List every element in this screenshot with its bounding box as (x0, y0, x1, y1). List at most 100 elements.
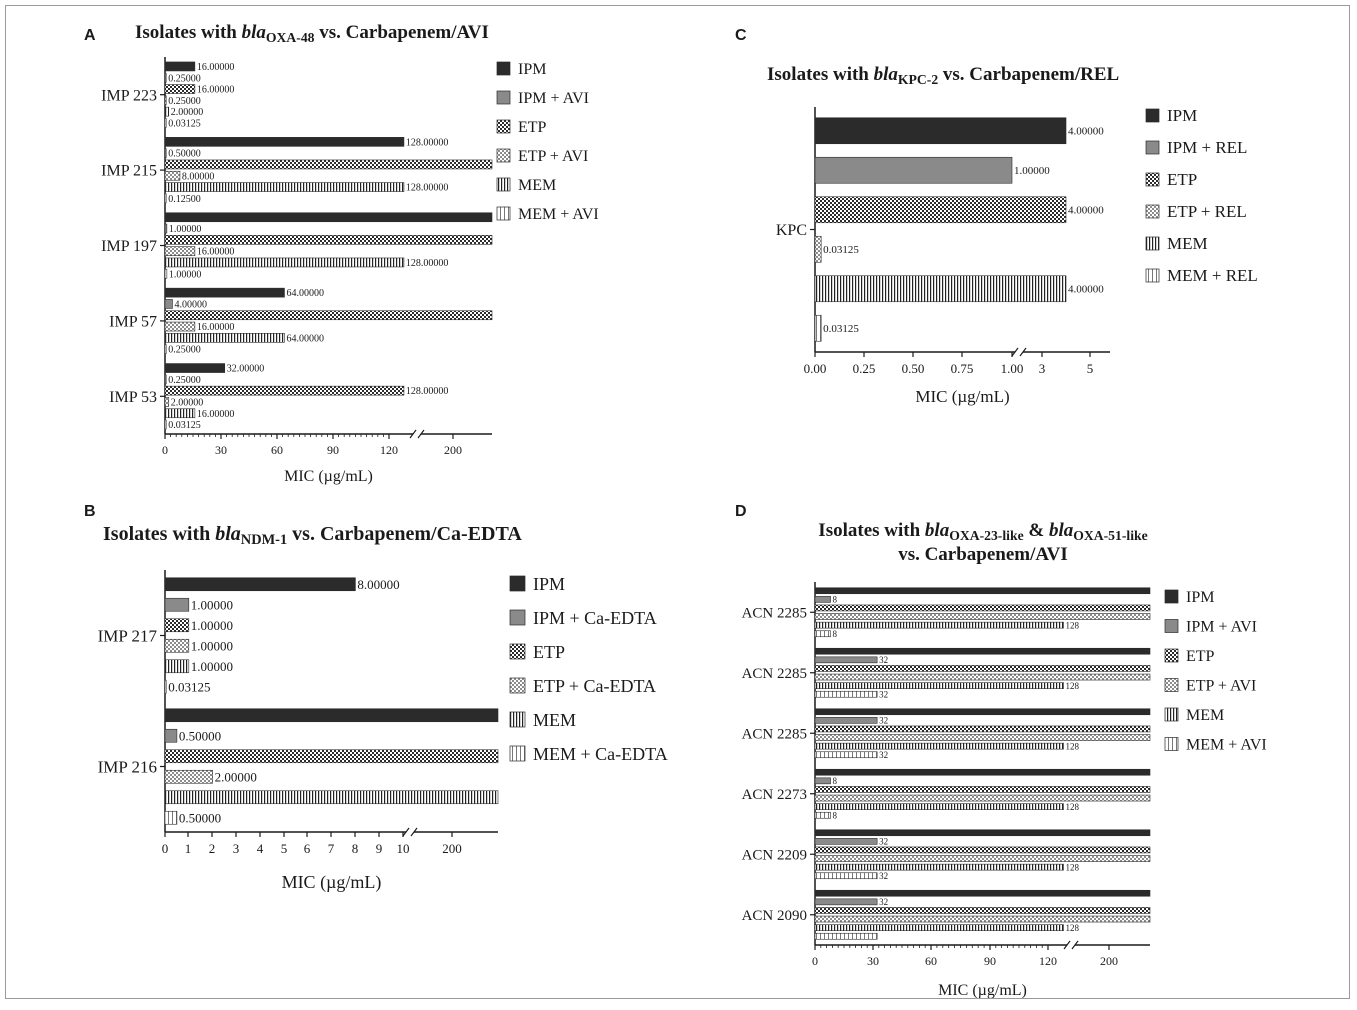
bar (164, 597, 190, 612)
legend-swatch (1145, 236, 1160, 251)
title-suffix: vs. Carbapenem/REL (938, 64, 1119, 85)
panel-letter: A (84, 27, 96, 44)
panel-letter: B (84, 503, 96, 520)
bar (164, 137, 405, 147)
panel-c: C Isolates with blaKPC-2 vs. Carbapenem/R… (735, 27, 1258, 406)
title-gene: bla (242, 22, 267, 43)
legend-label: IPM + AVI (1186, 619, 1257, 636)
category-label: IMP 57 (109, 314, 157, 331)
bar (164, 182, 405, 192)
legend-label: MEM + AVI (518, 206, 599, 223)
x-tick-label: 9 (376, 841, 383, 856)
bar (814, 235, 822, 263)
data-label: 32 (879, 897, 888, 907)
bar (814, 717, 878, 724)
bar (814, 673, 1151, 681)
data-label: 0.03125 (168, 679, 210, 694)
legend: IPM IPM + AVI ETP ETP + AVI MEM MEM + AVI (1164, 589, 1267, 754)
legend-swatch (1164, 589, 1179, 604)
data-label: 32 (879, 871, 888, 881)
axis-break-mark (417, 429, 425, 439)
x-tick-label: 8 (352, 841, 359, 856)
bar (164, 61, 196, 72)
legend-swatch (509, 643, 526, 660)
data-label: 64.00000 (286, 288, 324, 299)
legend-label: ETP + AVI (518, 148, 588, 165)
data-label: 1.00000 (191, 618, 233, 633)
title-gene-subscript: NDM-1 (241, 532, 287, 548)
data-label: 1.00000 (1014, 165, 1050, 177)
bar (814, 786, 1151, 793)
bar (164, 72, 167, 83)
data-label: 0.25000 (168, 96, 201, 107)
x-tick-label: 3 (233, 841, 240, 856)
title-gene-subscript: KPC-2 (898, 72, 938, 87)
bar (814, 587, 1151, 595)
legend-swatch (509, 677, 526, 694)
data-label: 8 (833, 776, 838, 786)
data-label: 128.00000 (406, 386, 449, 397)
panel-a: A Isolates with blaOXA-48 vs. Carbapenem/… (84, 22, 599, 485)
data-label: 8 (833, 629, 838, 639)
data-label: 128 (1066, 741, 1080, 751)
title-gene: bla (925, 520, 950, 541)
data-label: 0.25000 (168, 73, 201, 84)
data-label: 32 (879, 689, 888, 699)
bar (164, 659, 190, 674)
data-label: 2.00000 (171, 397, 204, 408)
data-label: 128.00000 (406, 258, 449, 269)
data-label: 1.00000 (169, 224, 202, 235)
bar (814, 630, 831, 638)
legend-label: IPM + REL (1167, 138, 1247, 157)
title-prefix: Isolates with (767, 64, 874, 85)
legend-swatch (1164, 737, 1179, 751)
data-label: 16.00000 (197, 409, 235, 420)
data-label: 0.12500 (168, 194, 201, 205)
x-tick-label: 6 (304, 841, 311, 856)
bar (164, 246, 196, 256)
data-label: 128.00000 (406, 137, 449, 148)
x-tick-label: 0.25 (853, 361, 876, 376)
data-label: 4.00000 (1068, 126, 1104, 138)
bar (814, 889, 1151, 897)
data-label: 128 (1066, 620, 1080, 630)
panel-letter: D (735, 503, 747, 520)
legend-label: MEM + Ca-EDTA (533, 744, 668, 764)
bar (814, 117, 1067, 145)
axis-break-mark (1019, 347, 1027, 357)
data-label: 4.00000 (1068, 284, 1104, 296)
x-axis-label: MIC (µg/mL) (915, 387, 1009, 406)
x-tick-label: 2 (209, 841, 216, 856)
axis-break-mark (410, 827, 418, 837)
legend-label: IPM (1186, 589, 1214, 606)
bar (164, 344, 167, 354)
category-label: KPC (776, 222, 807, 239)
bar (164, 728, 178, 743)
bar (814, 156, 1013, 184)
data-label: 8.00000 (182, 171, 215, 182)
legend-swatch (509, 745, 526, 762)
bar (164, 810, 178, 825)
data-label: 128 (1066, 923, 1080, 933)
data-label: 4.00000 (174, 299, 207, 310)
category-label: IMP 223 (101, 87, 157, 104)
x-tick-label: 0.50 (902, 361, 925, 376)
x-tick-label: 1.00 (1001, 361, 1024, 376)
data-label: 2.00000 (171, 107, 204, 118)
bar (814, 932, 878, 940)
legend-label: ETP (518, 119, 547, 136)
title-suffix: vs. Carbapenem/Ca-EDTA (287, 523, 522, 545)
data-label: 0.25000 (168, 345, 201, 356)
bar (164, 84, 196, 94)
legend-label: ETP (1167, 170, 1197, 189)
x-tick-label: 0 (162, 841, 169, 856)
data-label: 128 (1066, 862, 1080, 872)
legend-swatch (496, 90, 511, 105)
data-label: 128.00000 (406, 183, 449, 194)
bar (814, 613, 1151, 620)
x-tick-label: 60 (925, 954, 937, 968)
bar (164, 374, 167, 385)
legend: IPM IPM + REL ETP ETP + REL MEM MEM + REL (1145, 106, 1258, 285)
bar (814, 656, 878, 664)
